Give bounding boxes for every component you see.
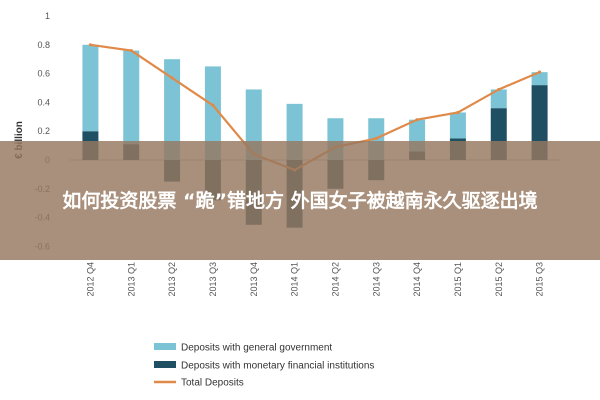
bar-government-deposits (490, 89, 507, 109)
y-tick-label: 0.4 (37, 97, 50, 107)
legend-swatch (154, 361, 176, 368)
x-tick-label: 2013 Q1 (126, 262, 136, 297)
legend-label: Total Deposits (181, 378, 244, 389)
y-tick-label: 0.6 (37, 69, 50, 79)
total-deposits-point (374, 136, 378, 140)
y-tick-label: 0.2 (37, 126, 50, 136)
y-tick-label: 0.8 (37, 40, 50, 50)
bar-government-deposits (531, 72, 548, 86)
total-deposits-point (211, 103, 215, 107)
total-deposits-point (497, 87, 501, 92)
x-tick-label: 2012 Q4 (85, 262, 95, 297)
y-tick-label: 1 (45, 11, 50, 21)
legend-label: Deposits with general government (181, 343, 332, 354)
x-tick-label: 2015 Q3 (535, 262, 545, 297)
total-deposits-point (170, 76, 174, 80)
bar-government-deposits (82, 44, 99, 132)
x-tick-label: 2013 Q2 (167, 262, 177, 297)
y-axis-label: € billion (14, 121, 25, 159)
x-tick-label: 2014 Q4 (412, 262, 422, 297)
x-tick-label: 2013 Q4 (249, 262, 259, 297)
headline[interactable]: 如何投资股票 “跪”错地方 外国女子被越南永久驱逐出境 (62, 189, 538, 212)
bar-government-deposits (449, 112, 466, 139)
x-tick-label: 2014 Q3 (371, 262, 381, 297)
headline-overlay: 如何投资股票 “跪”错地方 外国女子被越南永久驱逐出境 (0, 141, 600, 260)
bar-government-deposits (204, 66, 221, 160)
legend-label: Deposits with monetary financial institu… (181, 361, 374, 372)
total-deposits-point (129, 48, 133, 53)
x-tick-label: 2014 Q2 (330, 262, 340, 297)
bar-government-deposits (164, 59, 181, 161)
x-tick-label: 2013 Q3 (208, 262, 218, 297)
legend: Deposits with general government Deposits… (154, 343, 374, 389)
legend-swatch (154, 343, 176, 350)
total-deposits-point (456, 110, 460, 115)
x-tick-label: 2015 Q1 (453, 262, 463, 297)
x-tick-label: 2015 Q2 (494, 262, 504, 297)
total-deposits-point (537, 70, 542, 74)
total-deposits-point (88, 43, 93, 47)
bar-government-deposits (123, 50, 140, 145)
x-axis-ticks: 2012 Q4 2013 Q1 2013 Q2 2013 Q3 2013 Q4 2014 … (85, 262, 544, 297)
total-deposits-point (415, 118, 419, 122)
x-tick-label: 2014 Q1 (290, 262, 300, 297)
